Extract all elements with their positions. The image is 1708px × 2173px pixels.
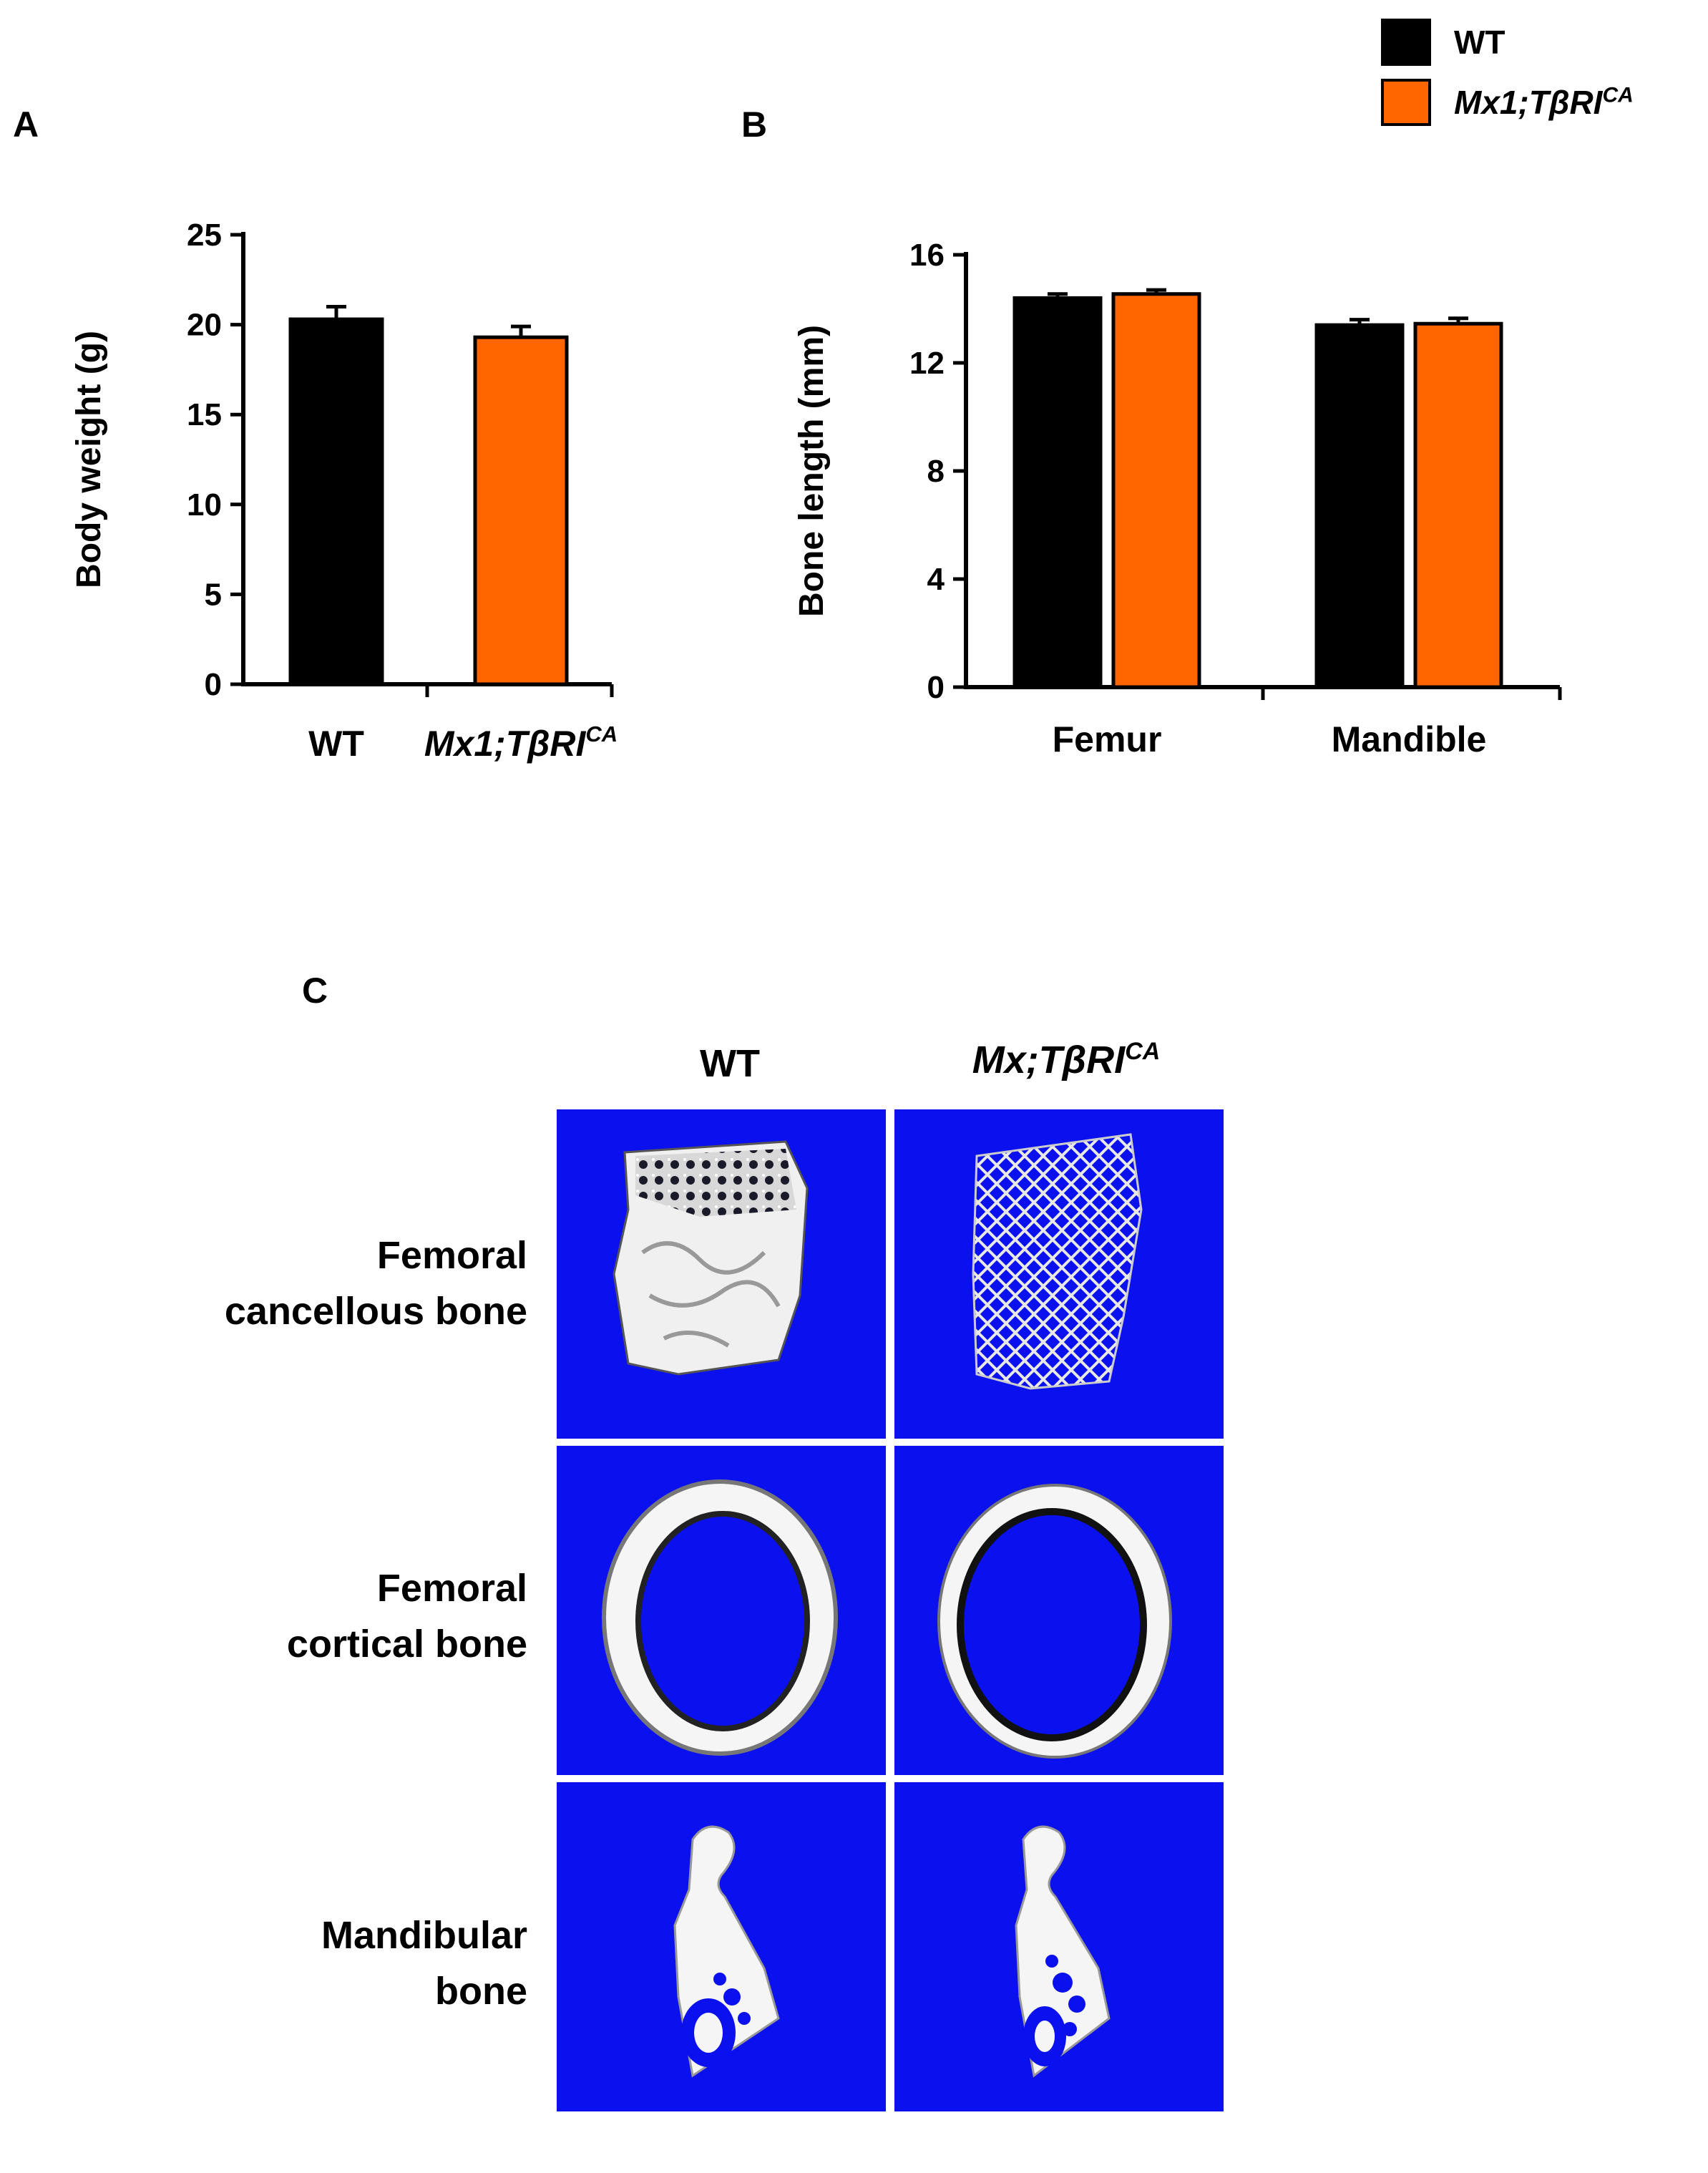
- grid-row-label-cancellous-line1: Femoral: [376, 1234, 527, 1277]
- chart-a-ytick-label-5: 25: [187, 218, 222, 253]
- chart-b-ylabel: Bone length (mm): [793, 325, 831, 617]
- chart-b-ytick-label-2: 8: [927, 454, 945, 489]
- chart-body-weight: 0 5 10 15 20 25 Body weight (g) WT Mx1;TβRICA: [70, 218, 618, 764]
- grid-column-header-wt: WT: [700, 1042, 760, 1085]
- scan-mutant-mandibular: [894, 1782, 1224, 2111]
- grid-column-header-mutant: Mx;TβRICA: [898, 1038, 1234, 1082]
- chart-b-xlabel-1: Mandible: [1332, 719, 1487, 759]
- chart-a-ytick-label-2: 10: [187, 487, 222, 522]
- scan-wt-mandibular-image: [673, 1825, 780, 2078]
- chart-a-xlabel-0: WT: [308, 724, 364, 764]
- legend-item-wt: WT: [1381, 14, 1634, 70]
- chart-b-ytick-label-4: 16: [909, 238, 945, 273]
- chart-bone-length: 0 4 8 12 16 Bone length (mm) Femur Mandible: [793, 238, 1562, 759]
- grid-row-label-cortical-line2: cortical bone: [286, 1623, 527, 1666]
- scan-wt-mandibular: [557, 1782, 886, 2111]
- chart-a-ylabel: Body weight (g): [70, 331, 108, 588]
- legend-label-mutant-text: Mx1;TβRI: [1454, 84, 1603, 121]
- scan-wt-cortical-image: [602, 1479, 838, 1756]
- chart-b-ytick-label-1: 4: [927, 562, 945, 597]
- legend-label-mutant: Mx1;TβRICA: [1454, 83, 1634, 122]
- chart-a-ytick-label-4: 20: [187, 308, 222, 343]
- grid-row-label-mandibular-line2: bone: [435, 1970, 527, 2013]
- chart-b-bar-0-0: [1012, 296, 1103, 689]
- legend-swatch-wt: [1381, 19, 1431, 66]
- grid-column-header-mutant-text: Mx;TβRI: [972, 1039, 1126, 1081]
- grid-column-header-mutant-sup: CA: [1125, 1038, 1161, 1065]
- panel-label-b: B: [741, 104, 768, 145]
- chart-a-ytick-label-0: 0: [205, 667, 222, 702]
- grid-row-label-mandibular: Mandibular bone: [98, 1907, 527, 2019]
- chart-a-ytick-label-1: 5: [205, 577, 222, 612]
- chart-a-ytick-label-3: 15: [187, 397, 222, 432]
- grid-row-label-cancellous-line2: cancellous bone: [224, 1290, 527, 1333]
- grid-row-label-mandibular-line1: Mandibular: [321, 1914, 527, 1957]
- chart-b-ytick-label-3: 12: [909, 346, 945, 381]
- chart-b-bar-1-1: [1413, 321, 1503, 689]
- legend-swatch-mutant: [1381, 79, 1431, 126]
- chart-a-bar-0: [288, 317, 384, 686]
- scan-mutant-cancellous: [894, 1109, 1224, 1439]
- scan-mutant-cortical: [894, 1446, 1224, 1775]
- scan-mutant-cancellous-image: [972, 1133, 1143, 1390]
- chart-b-bar-1-0: [1314, 323, 1405, 689]
- chart-b-xlabel-0: Femur: [1053, 719, 1162, 759]
- panel-label-c: C: [302, 971, 328, 1011]
- scan-wt-cancellous-image: [613, 1140, 809, 1376]
- legend: WT Mx1;TβRICA: [1381, 14, 1634, 135]
- scan-wt-cancellous: [557, 1109, 886, 1439]
- grid-row-label-cancellous: Femoral cancellous bone: [98, 1228, 527, 1339]
- legend-label-wt: WT: [1454, 24, 1506, 61]
- grid-row-label-cortical: Femoral cortical bone: [98, 1560, 527, 1672]
- grid-row-label-cortical-line1: Femoral: [376, 1567, 527, 1610]
- chart-b-ytick-label-0: 0: [927, 670, 945, 705]
- scan-wt-cortical: [557, 1446, 886, 1775]
- scan-mutant-mandibular-image: [1015, 1825, 1111, 2078]
- legend-item-mutant: Mx1;TβRICA: [1381, 74, 1634, 130]
- chart-b-bar-0-1: [1111, 292, 1201, 689]
- chart-a-bar-1: [473, 335, 569, 686]
- chart-a-xlabel-1: Mx1;TβRICA: [424, 721, 618, 764]
- legend-label-mutant-sup: CA: [1602, 83, 1634, 107]
- scan-mutant-cortical-image: [937, 1484, 1172, 1759]
- panel-label-a: A: [13, 104, 39, 145]
